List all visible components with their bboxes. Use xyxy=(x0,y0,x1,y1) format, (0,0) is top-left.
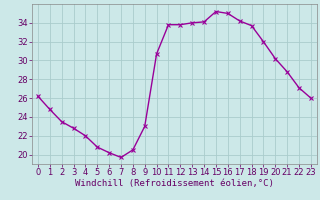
X-axis label: Windchill (Refroidissement éolien,°C): Windchill (Refroidissement éolien,°C) xyxy=(75,179,274,188)
